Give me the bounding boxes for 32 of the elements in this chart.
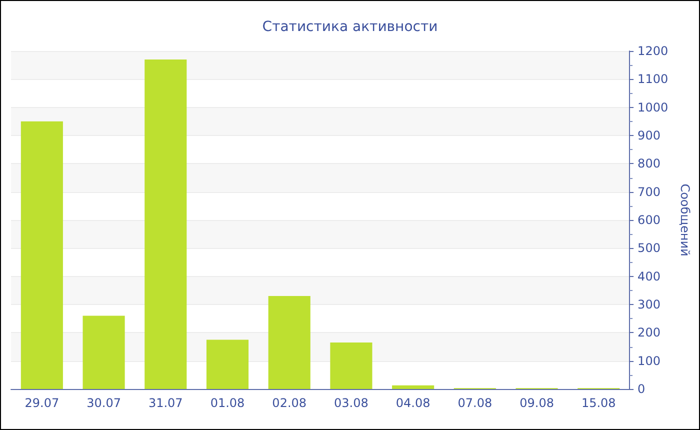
y-tick-label: 400 xyxy=(638,269,660,284)
bar xyxy=(392,385,434,389)
x-tick-label: 03.08 xyxy=(334,396,368,410)
y-tick-label: 500 xyxy=(638,241,660,256)
x-tick-label: 09.08 xyxy=(520,396,554,410)
y-tick-label: 600 xyxy=(638,213,660,227)
bar xyxy=(268,296,310,389)
y-tick-label: 100 xyxy=(638,354,660,368)
chart-title: Статистика активности xyxy=(262,19,438,35)
x-tick-label: 01.08 xyxy=(210,396,245,410)
y-tick-label: 800 xyxy=(638,156,660,171)
y-tick-label: 0 xyxy=(638,382,646,396)
y-tick-label: 200 xyxy=(638,326,660,340)
y-axis-title: Сообщений xyxy=(678,184,692,256)
bar xyxy=(144,59,187,389)
bar xyxy=(20,121,63,389)
x-tick-label: 07.08 xyxy=(458,396,492,410)
x-tick-label: 15.08 xyxy=(581,396,616,410)
x-tick-label: 04.08 xyxy=(396,396,430,410)
y-tick-label: 700 xyxy=(638,184,660,199)
y-tick-label: 1000 xyxy=(638,100,668,114)
y-tick-label: 300 xyxy=(638,298,660,312)
y-tick-label: 900 xyxy=(638,128,660,142)
x-tick-label: 30.07 xyxy=(86,396,121,410)
bar xyxy=(82,316,125,389)
x-tick-label: 31.07 xyxy=(148,396,183,410)
bar xyxy=(330,342,372,389)
x-tick-label: 02.08 xyxy=(272,396,307,410)
y-tick-label: 1200 xyxy=(638,44,668,58)
y-tick-label: 1100 xyxy=(638,72,668,86)
bar xyxy=(206,340,249,389)
x-tick-label: 29.07 xyxy=(24,396,60,410)
